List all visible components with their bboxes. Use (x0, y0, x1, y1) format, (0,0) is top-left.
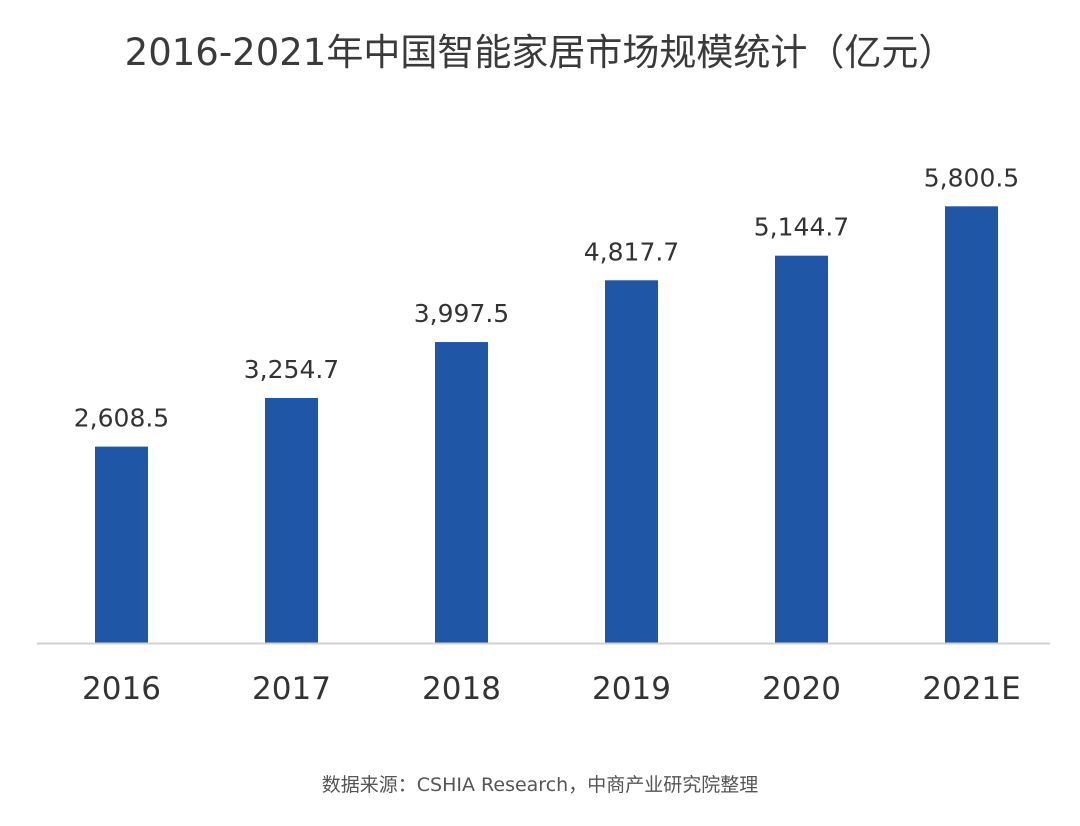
x-tick-label: 2019 (592, 671, 671, 707)
data-label: 5,144.7 (754, 213, 849, 242)
bar-2020 (775, 255, 828, 643)
chart-title: 2016-2021年中国智能家居市场规模统计（亿元） (124, 31, 956, 74)
data-label: 3,254.7 (244, 355, 339, 384)
x-tick-label: 2017 (252, 671, 331, 707)
data-label: 5,800.5 (924, 163, 1019, 192)
x-tick-label: 2016 (82, 671, 161, 707)
source-note: 数据来源：CSHIA Research，中商产业研究院整理 (321, 774, 759, 796)
x-tick-label: 2021E (922, 671, 1020, 707)
bar-2016 (95, 446, 148, 643)
bar-2021E (945, 206, 998, 643)
data-label: 2,608.5 (74, 404, 169, 433)
x-tick-label: 2018 (422, 671, 501, 707)
bar-2017 (265, 397, 318, 643)
data-label: 3,997.5 (414, 299, 509, 328)
bar-2019 (605, 280, 658, 643)
bar-2018 (435, 342, 488, 643)
data-label: 4,817.7 (584, 237, 679, 266)
x-tick-label: 2020 (762, 671, 841, 707)
